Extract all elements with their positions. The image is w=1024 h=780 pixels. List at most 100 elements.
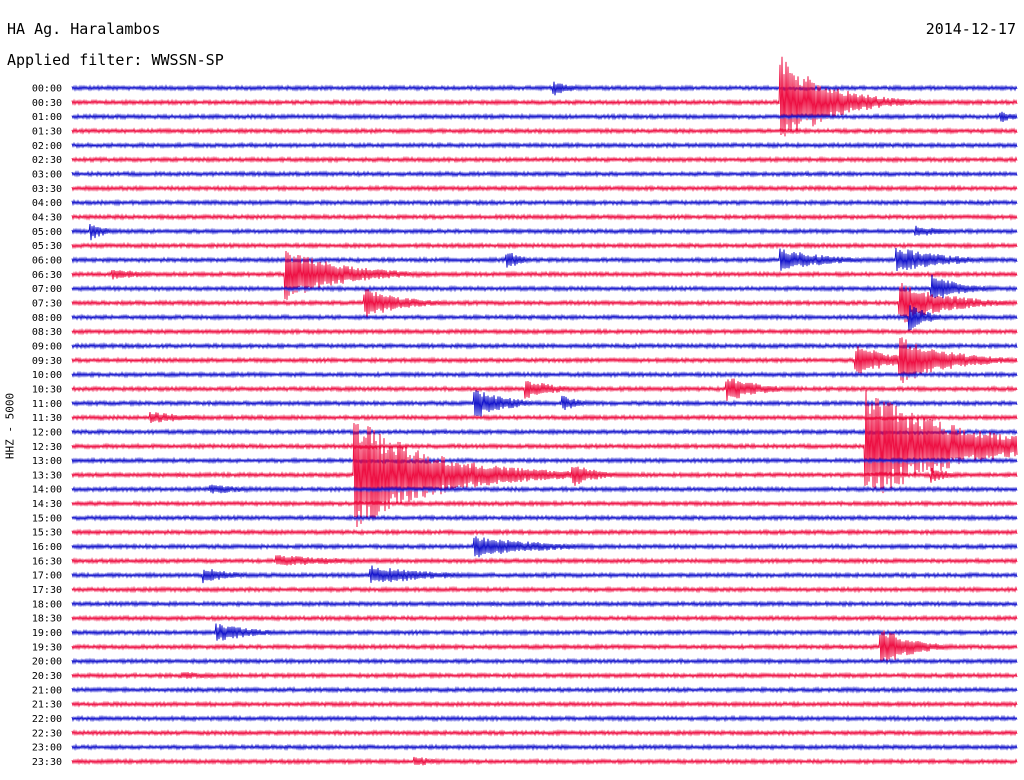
- row-label: 18:00: [32, 599, 62, 610]
- trace-row: [71, 630, 1018, 663]
- row-label: 03:00: [32, 169, 62, 180]
- trace-row: [71, 248, 1018, 271]
- row-label: 19:00: [32, 628, 62, 639]
- row-label: 06:00: [32, 255, 62, 266]
- row-label: 07:30: [32, 298, 62, 309]
- trace-row: [71, 370, 1018, 379]
- row-label: 10:00: [32, 370, 62, 381]
- trace-row: [71, 565, 1018, 584]
- row-label: 01:00: [32, 112, 62, 123]
- trace-row: [71, 305, 1018, 332]
- row-label: 05:00: [32, 227, 62, 238]
- trace-row: [71, 327, 1018, 336]
- trace-row: [71, 198, 1018, 207]
- trace-row: [71, 224, 1018, 241]
- trace-row: [71, 127, 1018, 135]
- trace-row: [71, 599, 1018, 608]
- date-label: 2014-12-17: [925, 20, 1016, 38]
- row-label: 08:30: [32, 327, 62, 338]
- trace-row: [71, 390, 1018, 494]
- row-label: 12:30: [32, 442, 62, 453]
- row-label: 15:30: [32, 528, 62, 539]
- row-label: 12:00: [32, 427, 62, 438]
- row-label: 15:00: [32, 513, 62, 524]
- row-label: 08:00: [32, 313, 62, 324]
- trace-row: [71, 184, 1018, 193]
- row-label: 01:30: [32, 126, 62, 137]
- row-label: 10:30: [32, 384, 62, 395]
- trace-row: [71, 499, 1018, 508]
- row-label: 16:30: [32, 556, 62, 567]
- trace-row: [71, 456, 1018, 465]
- trace-row: [71, 623, 1018, 641]
- trace-row: [71, 700, 1018, 709]
- trace-row: [71, 743, 1018, 752]
- trace-row: [71, 390, 1018, 417]
- trace-row: [71, 484, 1018, 494]
- row-label: 11:00: [32, 399, 62, 410]
- row-label: 04:00: [32, 198, 62, 209]
- trace-row: [71, 56, 1018, 137]
- row-label: 20:30: [32, 671, 62, 682]
- row-label: 17:00: [32, 571, 62, 582]
- row-label: 18:30: [32, 614, 62, 625]
- trace-group: [71, 56, 1018, 766]
- row-label: 23:00: [32, 743, 62, 754]
- row-label: 09:00: [32, 341, 62, 352]
- row-label: 05:30: [32, 241, 62, 252]
- trace-row: [71, 213, 1018, 221]
- trace-row: [71, 412, 1018, 423]
- row-label: 00:00: [32, 84, 62, 95]
- row-label: 13:00: [32, 456, 62, 467]
- row-label: 11:30: [32, 413, 62, 424]
- row-label: 09:30: [32, 356, 62, 367]
- trace-row: [71, 423, 1018, 527]
- row-label: 00:30: [32, 98, 62, 109]
- row-label: 14:00: [32, 485, 62, 496]
- row-label: 20:00: [32, 657, 62, 668]
- trace-row: [71, 378, 1018, 401]
- trace-row: [71, 170, 1018, 178]
- row-label: 21:30: [32, 700, 62, 711]
- row-label: 23:30: [32, 757, 62, 768]
- trace-row: [71, 250, 1018, 300]
- trace-row: [71, 337, 1018, 383]
- row-label: 22:00: [32, 714, 62, 725]
- row-label: 02:00: [32, 141, 62, 152]
- trace-row: [71, 614, 1018, 623]
- row-label: 16:00: [32, 542, 62, 553]
- row-label: 02:30: [32, 155, 62, 166]
- station-title: HA Ag. Haralambos: [7, 20, 161, 38]
- trace-row: [71, 728, 1018, 737]
- trace-row: [71, 155, 1018, 164]
- trace-row: [71, 141, 1018, 150]
- trace-row: [71, 585, 1018, 594]
- trace-row: [71, 714, 1018, 723]
- trace-row: [71, 274, 1018, 299]
- trace-row: [71, 756, 1018, 766]
- trace-row: [71, 671, 1018, 680]
- row-label: 03:30: [32, 184, 62, 195]
- row-label: 13:30: [32, 470, 62, 481]
- trace-row: [71, 685, 1018, 694]
- trace-row: [71, 528, 1018, 537]
- row-label: 22:30: [32, 728, 62, 739]
- trace-row: [71, 428, 1018, 436]
- trace-row: [71, 513, 1018, 522]
- trace-row: [71, 241, 1018, 250]
- trace-row: [71, 342, 1018, 350]
- row-label: 04:30: [32, 212, 62, 223]
- trace-row: [71, 657, 1018, 666]
- trace-row: [71, 555, 1018, 566]
- filter-label: Applied filter:: [7, 51, 143, 69]
- filter-line: Applied filter: WWSSN-SP: [7, 51, 224, 69]
- trace-row: [71, 81, 1018, 96]
- row-label: 07:00: [32, 284, 62, 295]
- row-label: 17:30: [32, 585, 62, 596]
- trace-row: [71, 536, 1018, 558]
- filter-value: WWSSN-SP: [151, 51, 224, 69]
- row-label: 19:30: [32, 642, 62, 653]
- row-label: 06:30: [32, 270, 62, 281]
- row-label-group: 00:00 00:30 01:00 01:30 02:00 02:30 03:00 03:30…: [32, 84, 62, 769]
